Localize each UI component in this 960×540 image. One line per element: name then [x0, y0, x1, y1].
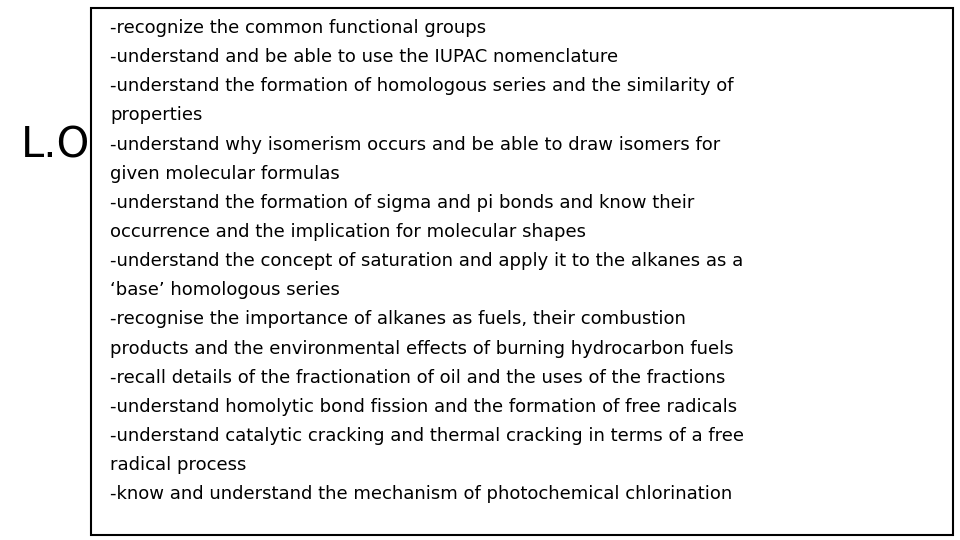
Text: -understand homolytic bond fission and the formation of free radicals: -understand homolytic bond fission and t… [110, 398, 737, 416]
Text: -recognise the importance of alkanes as fuels, their combustion: -recognise the importance of alkanes as … [110, 310, 686, 328]
Text: -recognize the common functional groups: -recognize the common functional groups [110, 19, 487, 37]
Text: -understand and be able to use the IUPAC nomenclature: -understand and be able to use the IUPAC… [110, 48, 618, 66]
Text: -understand why isomerism occurs and be able to draw isomers for: -understand why isomerism occurs and be … [110, 136, 721, 153]
Text: given molecular formulas: given molecular formulas [110, 165, 340, 183]
Text: occurrence and the implication for molecular shapes: occurrence and the implication for molec… [110, 223, 587, 241]
Text: L.O: L.O [21, 125, 90, 167]
Text: products and the environmental effects of burning hydrocarbon fuels: products and the environmental effects o… [110, 340, 734, 357]
Text: -know and understand the mechanism of photochemical chlorination: -know and understand the mechanism of ph… [110, 485, 732, 503]
Text: ‘base’ homologous series: ‘base’ homologous series [110, 281, 340, 299]
Text: radical process: radical process [110, 456, 247, 474]
Text: properties: properties [110, 106, 203, 124]
Text: -understand the concept of saturation and apply it to the alkanes as a: -understand the concept of saturation an… [110, 252, 744, 270]
Bar [91, 8, 953, 535]
Text: -recall details of the fractionation of oil and the uses of the fractions: -recall details of the fractionation of … [110, 369, 726, 387]
Text: -understand the formation of sigma and pi bonds and know their: -understand the formation of sigma and p… [110, 194, 695, 212]
Text: -understand the formation of homologous series and the similarity of: -understand the formation of homologous … [110, 77, 733, 95]
Text: -understand catalytic cracking and thermal cracking in terms of a free: -understand catalytic cracking and therm… [110, 427, 744, 445]
